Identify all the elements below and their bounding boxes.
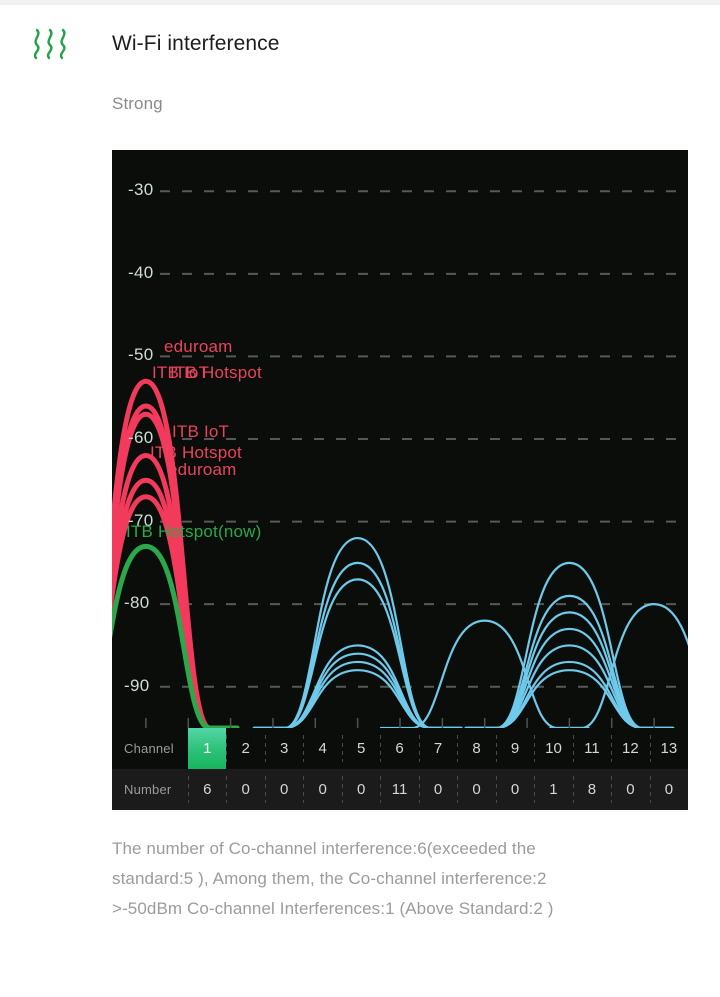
channel-cell-value: 8 bbox=[472, 740, 481, 757]
number-cell-value: 6 bbox=[203, 781, 212, 798]
number-cell-value: 0 bbox=[318, 781, 327, 798]
number-cell: 6 bbox=[188, 769, 226, 810]
channel-cell-value: 1 bbox=[203, 740, 212, 757]
chart-curve bbox=[252, 536, 463, 728]
channel-cell-value: 7 bbox=[433, 740, 443, 757]
number-cell-value: 1 bbox=[549, 781, 558, 798]
channel-cell-value: 10 bbox=[545, 740, 562, 757]
chart-axis-ticks bbox=[145, 718, 655, 728]
channel-cell-value: 2 bbox=[241, 740, 250, 757]
signal-strength-label: Strong bbox=[112, 94, 163, 113]
channel-cell-value: 12 bbox=[622, 740, 639, 757]
number-cell-value: 0 bbox=[356, 781, 366, 798]
number-cell: 0 bbox=[457, 769, 495, 810]
number-cell: 11 bbox=[380, 769, 418, 810]
number-cell: 0 bbox=[341, 769, 380, 810]
number-cell: 0 bbox=[495, 769, 534, 810]
page-title: Wi-Fi interference bbox=[112, 32, 280, 55]
number-cell: 1 bbox=[534, 769, 572, 810]
number-cell-value: 0 bbox=[626, 781, 635, 798]
wifi-waves-icon bbox=[28, 26, 76, 62]
channel-cell[interactable]: 11 bbox=[572, 728, 611, 769]
channel-cell[interactable]: 4 bbox=[303, 728, 341, 769]
chart-curve bbox=[464, 627, 675, 728]
number-cell-value: 0 bbox=[664, 781, 674, 798]
number-cell: 0 bbox=[303, 769, 341, 810]
number-row: Number 6 0 0 0 0 11 0 0 0 1 8 0 0 bbox=[112, 769, 688, 810]
number-cell: 0 bbox=[264, 769, 303, 810]
channel-cell-value: 9 bbox=[510, 740, 520, 757]
channel-cell[interactable]: 2 bbox=[226, 728, 264, 769]
number-cell-value: 0 bbox=[433, 781, 443, 798]
summary-line-3: >-50dBm Co-channel Interferences:1 (Abov… bbox=[112, 899, 554, 918]
channel-cell[interactable]: 10 bbox=[534, 728, 572, 769]
chart-curve bbox=[549, 603, 688, 728]
channel-cell[interactable]: 8 bbox=[457, 728, 495, 769]
number-cell: 0 bbox=[226, 769, 264, 810]
chart-curve bbox=[464, 561, 675, 728]
page-header: Wi-Fi interference bbox=[0, 12, 720, 68]
chart-curve bbox=[112, 543, 240, 728]
channel-cell-value: 13 bbox=[660, 740, 678, 757]
chart-curves bbox=[112, 378, 688, 728]
chart-gridlines bbox=[160, 190, 688, 688]
channel-cell[interactable]: 5 bbox=[341, 728, 380, 769]
channel-cell-value: 6 bbox=[395, 740, 404, 757]
chart-curve bbox=[252, 669, 463, 728]
number-row-label: Number bbox=[124, 782, 172, 797]
chart-curve bbox=[252, 578, 463, 728]
channel-cell-value: 11 bbox=[584, 740, 600, 757]
chart-curve bbox=[252, 652, 463, 728]
channel-cell[interactable]: 13 bbox=[649, 728, 688, 769]
channel-table: Channel 1 2 3 4 5 6 7 8 9 10 11 12 13 Number 6 0 0 0 0 11… bbox=[112, 728, 688, 810]
channel-row-label: Channel bbox=[124, 741, 174, 756]
chart-curve bbox=[379, 619, 590, 728]
number-cell: 0 bbox=[649, 769, 688, 810]
channel-row: Channel 1 2 3 4 5 6 7 8 9 10 11 12 13 bbox=[112, 728, 688, 769]
channel-cell[interactable]: 7 bbox=[418, 728, 457, 769]
channel-cell[interactable]: 3 bbox=[264, 728, 303, 769]
channel-cell-value: 5 bbox=[356, 740, 366, 757]
channel-cell[interactable]: 9 bbox=[495, 728, 534, 769]
chart-curve bbox=[464, 644, 675, 728]
number-cell-value: 0 bbox=[241, 781, 250, 798]
interference-summary: The number of Co-channel interference:6(… bbox=[112, 840, 712, 930]
chart-svg bbox=[112, 190, 688, 728]
chart-curve bbox=[464, 669, 675, 728]
channel-cell[interactable]: 12 bbox=[611, 728, 649, 769]
number-cell: 0 bbox=[418, 769, 457, 810]
number-cell: 0 bbox=[611, 769, 649, 810]
wifi-interference-chart: -30 -40 -50 -60 -70 -80 -90 eduroam ITB IoT ITB … bbox=[112, 150, 688, 810]
channel-cell-value: 3 bbox=[280, 740, 289, 757]
channel-cell[interactable]: 1 bbox=[188, 728, 227, 769]
chart-curve bbox=[464, 611, 675, 728]
channel-cell[interactable]: 6 bbox=[380, 728, 418, 769]
number-cell-value: 0 bbox=[472, 781, 481, 798]
channel-cell-value: 4 bbox=[318, 740, 327, 757]
number-cell-value: 0 bbox=[280, 781, 289, 798]
number-cell-value: 8 bbox=[587, 781, 597, 798]
summary-line-2: standard:5 ), Among them, the Co-channel… bbox=[112, 869, 547, 888]
number-cell-value: 0 bbox=[510, 781, 520, 798]
top-divider bbox=[0, 0, 720, 5]
chart-plot-area bbox=[112, 150, 688, 728]
number-cell-value: 11 bbox=[391, 781, 408, 798]
summary-line-1: The number of Co-channel interference:6(… bbox=[112, 839, 536, 858]
number-cell: 8 bbox=[572, 769, 611, 810]
